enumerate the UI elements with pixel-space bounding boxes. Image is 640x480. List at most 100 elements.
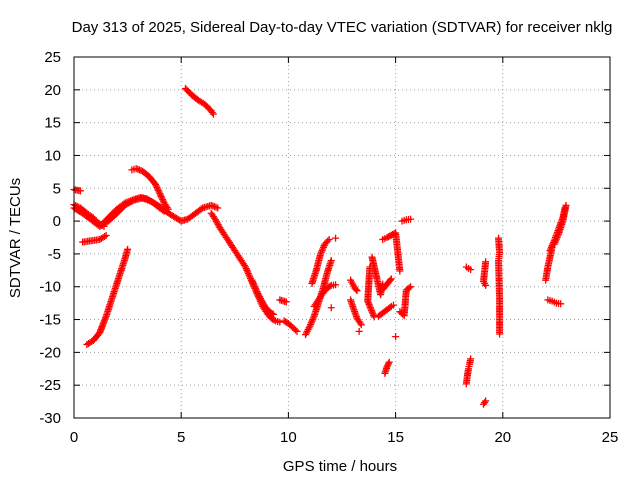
data-point bbox=[355, 327, 363, 335]
data-point bbox=[407, 283, 415, 291]
data-point bbox=[547, 245, 555, 253]
data-point bbox=[306, 322, 314, 330]
series-arc-29 bbox=[480, 258, 490, 408]
series-arc-23 bbox=[381, 358, 393, 377]
data-point bbox=[210, 203, 218, 211]
series-arc-20 bbox=[364, 253, 387, 321]
series-arc-24 bbox=[379, 229, 404, 341]
data-point bbox=[357, 321, 365, 329]
data-point bbox=[386, 304, 394, 312]
series-arc-04 bbox=[79, 232, 110, 246]
data-point bbox=[212, 203, 220, 211]
data-point bbox=[154, 185, 162, 193]
data-point bbox=[152, 182, 160, 190]
series-arc-12 bbox=[276, 296, 290, 306]
data-point bbox=[156, 190, 164, 198]
x-tick-label: 25 bbox=[602, 429, 619, 446]
data-point bbox=[319, 243, 327, 251]
data-point bbox=[496, 330, 504, 338]
data-point bbox=[159, 206, 167, 214]
y-tick-label: 15 bbox=[44, 115, 61, 132]
series-arc-21 bbox=[379, 275, 395, 293]
data-point bbox=[552, 235, 560, 243]
data-point bbox=[154, 186, 162, 194]
series-arc-31 bbox=[542, 243, 556, 284]
data-point bbox=[249, 278, 257, 286]
series-arc-14 bbox=[310, 281, 340, 310]
data-point bbox=[319, 245, 327, 253]
data-point bbox=[292, 326, 300, 334]
data-point bbox=[327, 304, 335, 312]
x-axis-title: GPS time / hours bbox=[283, 458, 397, 475]
data-point bbox=[244, 270, 252, 278]
data-point bbox=[551, 238, 559, 246]
data-point bbox=[467, 266, 475, 274]
series-arc-28 bbox=[462, 355, 475, 388]
data-point bbox=[132, 165, 140, 173]
series-arc-26 bbox=[396, 283, 415, 320]
series-arc-11 bbox=[280, 317, 301, 335]
series-arc-30 bbox=[495, 234, 504, 338]
series-arc-25 bbox=[398, 215, 415, 225]
data-point bbox=[268, 309, 276, 317]
data-point bbox=[352, 285, 360, 293]
data-point bbox=[326, 282, 334, 290]
data-point bbox=[159, 196, 167, 204]
data-point bbox=[242, 263, 250, 271]
series-arc-08 bbox=[181, 85, 217, 118]
plot-frame bbox=[73, 56, 611, 419]
data-point bbox=[327, 256, 335, 264]
y-tick-label: -20 bbox=[39, 344, 61, 361]
data-point bbox=[242, 265, 250, 273]
data-point bbox=[102, 232, 110, 240]
data-point bbox=[243, 266, 251, 274]
data-point bbox=[208, 108, 216, 116]
data-point bbox=[245, 271, 253, 279]
data-point bbox=[386, 276, 394, 284]
data-point bbox=[244, 268, 252, 276]
data-point bbox=[309, 314, 317, 322]
series-arc-06 bbox=[98, 193, 168, 228]
data-point bbox=[76, 187, 84, 195]
data-point bbox=[557, 300, 565, 308]
data-point bbox=[309, 316, 317, 324]
data-point bbox=[164, 205, 172, 213]
data-point bbox=[482, 397, 490, 405]
data-point bbox=[72, 202, 80, 210]
data-point bbox=[250, 281, 258, 289]
data-point bbox=[135, 166, 143, 174]
data-point bbox=[160, 207, 168, 215]
data-point bbox=[392, 333, 400, 341]
x-tick-label: 10 bbox=[280, 429, 297, 446]
data-point bbox=[324, 237, 332, 245]
data-point bbox=[384, 361, 392, 369]
series-arc-16 bbox=[327, 234, 340, 312]
data-point bbox=[163, 204, 171, 212]
data-points bbox=[70, 85, 570, 408]
data-point bbox=[249, 279, 257, 287]
data-point bbox=[389, 301, 397, 309]
series-arc-15 bbox=[308, 235, 333, 287]
x-tick-label: 15 bbox=[387, 429, 404, 446]
data-point bbox=[307, 319, 315, 327]
data-point bbox=[353, 287, 361, 295]
series-arc-32 bbox=[544, 296, 565, 308]
data-point bbox=[332, 281, 340, 289]
data-point bbox=[481, 399, 489, 407]
y-tick-label: -15 bbox=[39, 312, 61, 329]
data-point bbox=[317, 250, 325, 258]
series-arc-01 bbox=[70, 186, 84, 195]
data-point bbox=[269, 310, 277, 318]
y-tick-label: 5 bbox=[53, 180, 61, 197]
data-point bbox=[332, 234, 340, 242]
data-point bbox=[550, 240, 558, 248]
data-point bbox=[356, 319, 364, 327]
data-point bbox=[407, 215, 415, 223]
data-point bbox=[318, 247, 326, 255]
y-tick-label: -5 bbox=[48, 246, 61, 263]
data-point bbox=[467, 355, 475, 363]
series-arc-22 bbox=[374, 301, 397, 320]
y-tick-label: 10 bbox=[44, 147, 61, 164]
y-tick-label: 20 bbox=[44, 82, 61, 99]
